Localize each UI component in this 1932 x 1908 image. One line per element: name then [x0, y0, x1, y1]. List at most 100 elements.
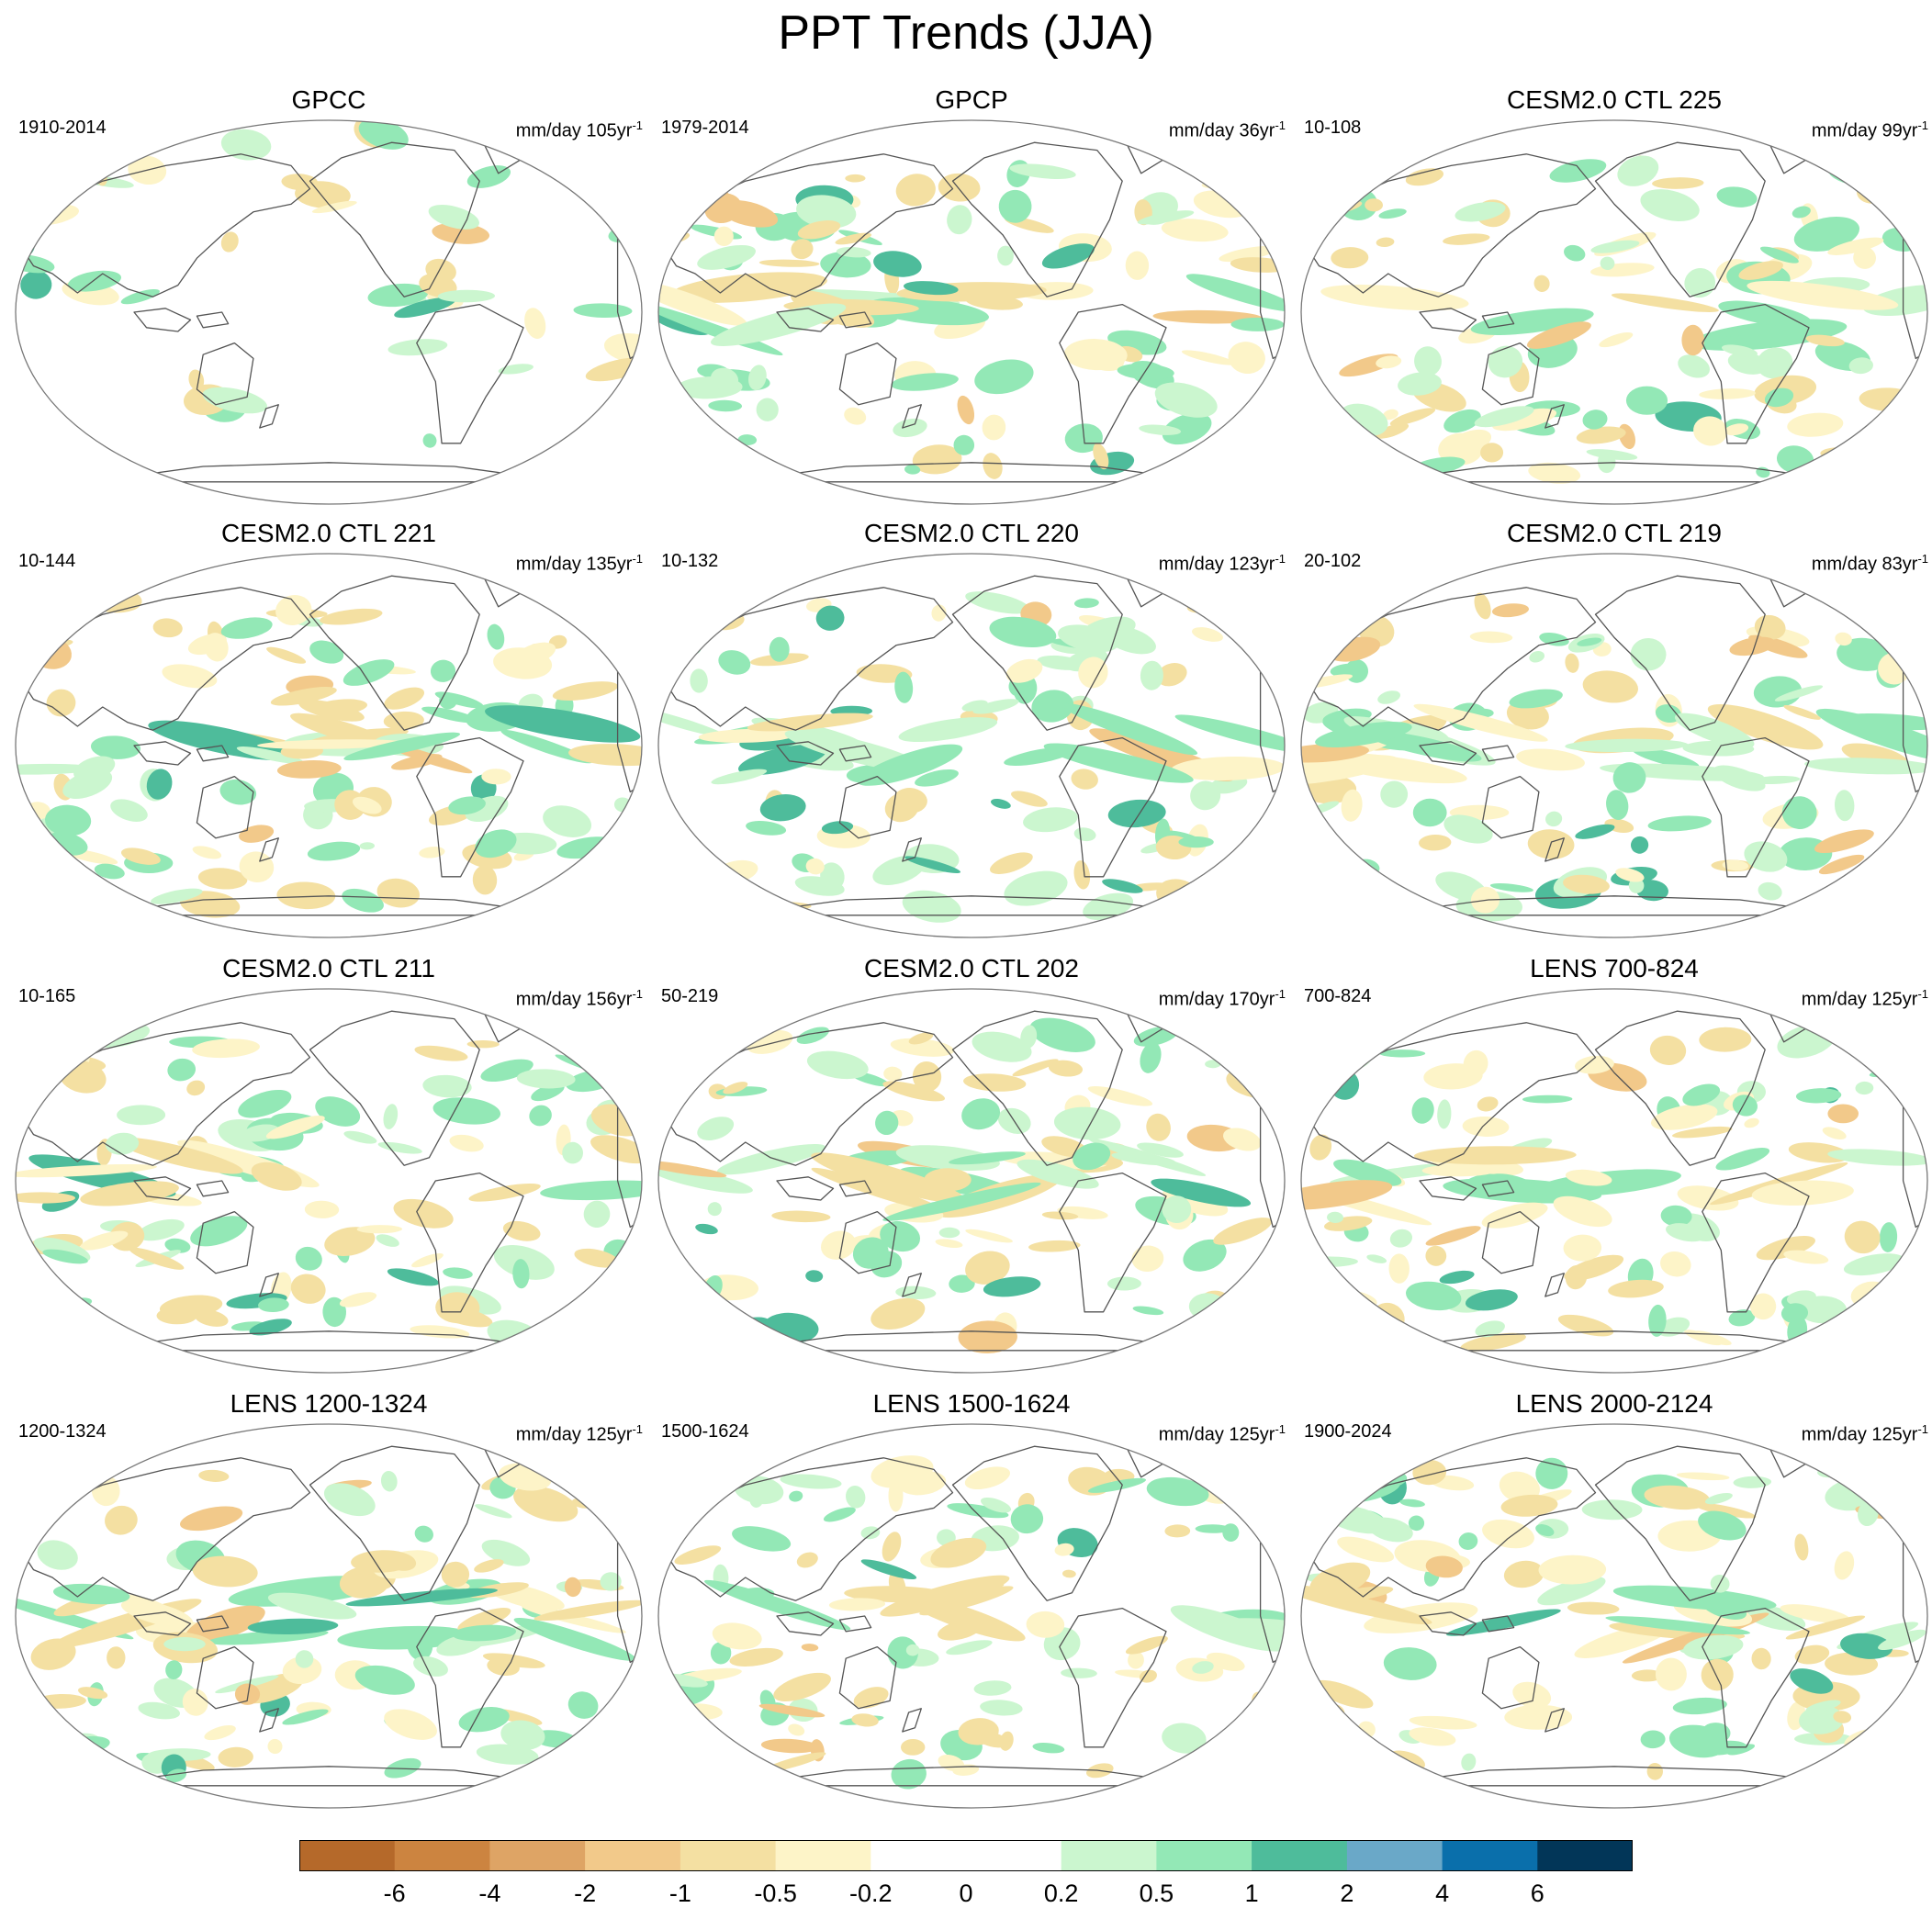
trend-contour [129, 1247, 185, 1270]
trend-contour [1010, 791, 1048, 807]
trend-contour [712, 1622, 762, 1650]
trend-contour [146, 769, 173, 800]
coastline [416, 1172, 524, 1313]
trend-contour [820, 252, 871, 278]
trend-contour [1010, 1504, 1044, 1534]
map-border [15, 988, 643, 1374]
colorbar-box [775, 1840, 871, 1871]
trend-contour [1793, 216, 1860, 252]
coastline [196, 311, 230, 329]
coastline [478, 998, 531, 1043]
trend-contour [1137, 210, 1195, 225]
trend-contour [448, 796, 486, 815]
coastline [1594, 1445, 1766, 1601]
trend-contour [836, 246, 871, 258]
panel-units-text: mm/day 105yr [515, 120, 633, 141]
trend-contour [1378, 208, 1407, 219]
trend-contour [1140, 660, 1163, 690]
trend-contour [1073, 598, 1099, 609]
trend-contour [377, 1141, 422, 1154]
trend-contour [1660, 1205, 1692, 1227]
trend-contour [1382, 409, 1398, 421]
robinson-map [15, 553, 643, 938]
trend-contour [419, 847, 445, 859]
coastline [1306, 1022, 1597, 1166]
coastline [309, 575, 480, 731]
trend-contour [1048, 1060, 1084, 1077]
trend-contour [700, 1274, 758, 1301]
panel-units-exponent: -1 [632, 987, 643, 1001]
trend-contour [1599, 332, 1634, 348]
trend-contour [1139, 424, 1182, 435]
trend-contour [1228, 342, 1265, 375]
trend-contour [857, 744, 963, 786]
trend-contour [796, 1027, 829, 1044]
trend-contour [990, 798, 1011, 809]
trend-contour [1338, 1302, 1371, 1318]
trend-contour [796, 195, 857, 229]
trend-contour [1655, 704, 1681, 724]
coastline [309, 141, 480, 297]
panel-units-exponent: -1 [1917, 1422, 1928, 1436]
coastline [1481, 1180, 1515, 1197]
trend-contour [458, 1707, 510, 1733]
panel-title: CESM2.0 CTL 221 [221, 519, 436, 547]
colorbar-box [966, 1840, 1062, 1871]
trend-contour [1131, 1245, 1164, 1273]
trend-contour [1474, 406, 1534, 428]
coastline [1121, 563, 1174, 608]
trend-contour [1612, 762, 1646, 793]
trend-contour [1337, 1536, 1395, 1563]
trend-contour [584, 1031, 606, 1041]
coastline [1419, 1611, 1477, 1636]
trend-contour [1073, 827, 1096, 842]
trend-contour [1718, 300, 1812, 328]
trend-contour [713, 226, 734, 247]
trend-contour [820, 1230, 857, 1260]
trend-contour [1331, 247, 1369, 269]
trend-contour [234, 1683, 261, 1705]
trend-contour [1533, 275, 1550, 292]
trend-contour [871, 1455, 934, 1488]
coastline [20, 1022, 311, 1166]
trend-contour [1668, 1724, 1727, 1758]
trend-contour [387, 1268, 439, 1286]
trend-contour [746, 1029, 793, 1054]
trend-contour [1646, 1763, 1664, 1780]
trend-contour [1037, 655, 1085, 670]
trend-contour [107, 1646, 126, 1669]
coastline [1121, 129, 1174, 174]
trend-contour [40, 1318, 100, 1347]
trend-contour [275, 595, 312, 625]
coastline [1306, 153, 1597, 297]
trend-contour [780, 1474, 842, 1489]
map-panel: LENS 700-824 700-824 mm/day 125yr-1 [1293, 953, 1932, 1385]
coastline [1419, 741, 1477, 766]
trend-contour [1354, 859, 1380, 877]
trend-contour [734, 1476, 784, 1505]
panel-period: 1200-1324 [18, 1421, 107, 1442]
coastline [838, 1210, 897, 1274]
trend-contour [1881, 227, 1921, 252]
trend-contour [1611, 293, 1719, 312]
trend-contour [192, 1038, 260, 1059]
trend-contour [1640, 189, 1700, 222]
trend-contour [590, 1135, 642, 1164]
trend-contour [34, 1693, 86, 1709]
trend-contour [422, 1074, 472, 1098]
trend-contour [354, 1665, 415, 1695]
trend-contour [1174, 714, 1285, 755]
robinson-map [15, 1423, 643, 1809]
map-border [1300, 553, 1928, 938]
coastline [196, 1615, 230, 1633]
map-panel: LENS 2000-2124 1900-2024 mm/day 125yr-1 [1293, 1388, 1932, 1820]
trend-contour [1217, 1321, 1234, 1337]
coastline [1419, 1176, 1477, 1201]
trend-contour [1756, 466, 1770, 478]
trend-contour [1462, 1116, 1510, 1138]
trend-contour [904, 465, 921, 475]
trend-contour [219, 779, 257, 805]
panel-units: mm/day 125yr-1 [1802, 1418, 1928, 1447]
panel-units-text: mm/day 125yr [1158, 1424, 1275, 1445]
trend-contour [1827, 1149, 1927, 1166]
